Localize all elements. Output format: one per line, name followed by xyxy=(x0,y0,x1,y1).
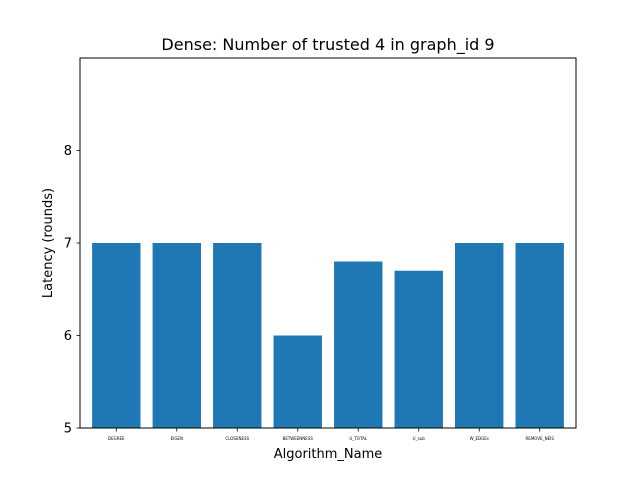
x-tick-label: U_sub xyxy=(413,436,426,441)
y-ticks-group: 5 6 7 8 xyxy=(64,144,80,437)
bar-u-sub xyxy=(394,270,443,428)
x-tick-label: BETWEENNESS xyxy=(283,436,314,441)
bar-degree xyxy=(92,243,141,428)
x-tick-label: CLOSENESS xyxy=(225,436,249,441)
x-ticks-group: DEGREE EIGEN CLOSENESS BETWEENNESS U_TOTAL U_… xyxy=(108,428,554,441)
bar-u-total xyxy=(334,261,383,428)
y-tick-label: 7 xyxy=(64,237,72,252)
x-axis-label: Algorithm_Name xyxy=(274,447,383,462)
x-tick-label: U_TOTAL xyxy=(349,436,367,441)
bar-eigen xyxy=(152,243,201,428)
chart-title: Dense: Number of trusted 4 in graph_id 9 xyxy=(161,35,494,55)
bar-remove-neis xyxy=(515,243,564,428)
y-tick-label: 6 xyxy=(64,329,72,344)
x-tick-label: REMOVE_NEIS xyxy=(526,436,555,441)
plot-frame xyxy=(79,57,577,429)
bar-w-edges xyxy=(455,243,504,428)
y-axis-label: Latency (rounds) xyxy=(41,188,56,298)
y-tick-label: 5 xyxy=(64,422,72,437)
x-tick-label: W_EDGEs xyxy=(470,436,489,441)
bar-closeness xyxy=(213,243,262,428)
x-tick-label: DEGREE xyxy=(108,436,125,441)
y-tick-label: 8 xyxy=(64,144,72,159)
bars-group xyxy=(92,243,564,428)
bar-betweenness xyxy=(273,335,322,428)
x-tick-label: EIGEN xyxy=(171,436,183,441)
